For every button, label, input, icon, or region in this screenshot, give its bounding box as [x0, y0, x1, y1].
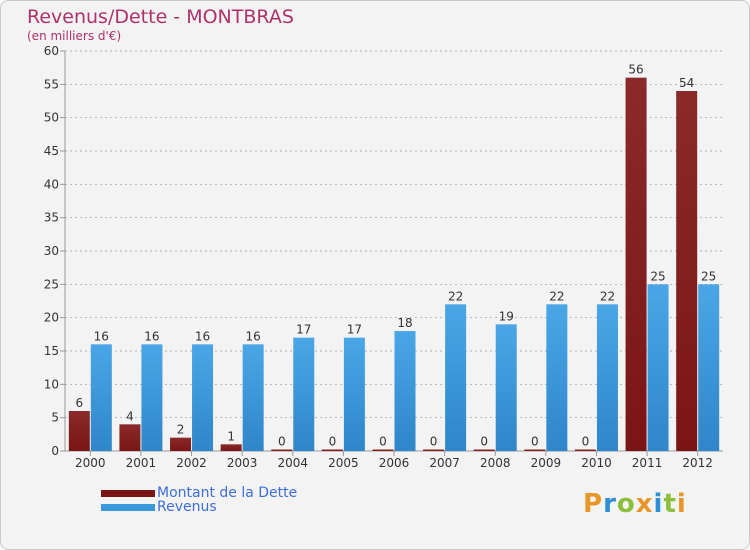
y-tick-label: 30 — [44, 244, 59, 258]
bar-revenus — [546, 304, 568, 451]
x-tick-label: 2007 — [429, 456, 460, 470]
logo-letter: i — [676, 489, 687, 519]
x-tick-label: 2000 — [75, 456, 106, 470]
logo-letter: i — [653, 489, 664, 519]
bar-dette-label: 2 — [177, 423, 185, 437]
legend-swatch-dette — [101, 489, 155, 497]
bar-revenus-label: 19 — [499, 309, 514, 323]
bar-dette — [473, 449, 495, 451]
bar-dette — [676, 91, 698, 451]
bar-dette-label: 6 — [75, 396, 83, 410]
y-tick-label: 10 — [44, 377, 59, 391]
bar-dette — [625, 77, 647, 452]
x-tick-label: 2006 — [379, 456, 410, 470]
bar-revenus-label: 16 — [94, 329, 109, 343]
y-tick-label: 20 — [44, 311, 59, 325]
legend-label-dette: Montant de la Dette — [157, 485, 298, 501]
x-tick-label: 2004 — [277, 456, 308, 470]
bar-revenus-label: 22 — [549, 289, 564, 303]
bar-revenus-label: 25 — [701, 269, 716, 283]
x-tick-label: 2003 — [227, 456, 258, 470]
bar-dette-label: 0 — [582, 435, 590, 449]
bar-dette — [524, 449, 546, 451]
bar-dette-label: 56 — [628, 63, 643, 77]
y-tick-label: 55 — [44, 77, 59, 91]
y-tick-label: 25 — [44, 277, 59, 291]
bar-revenus — [343, 337, 365, 451]
bar-revenus — [242, 344, 264, 451]
legend-swatch-revenus — [101, 503, 155, 511]
y-tick-label: 15 — [44, 344, 59, 358]
bar-dette — [372, 449, 394, 451]
legend: Montant de la Dette Revenus — [101, 485, 298, 515]
logo-letter: x — [635, 489, 654, 519]
bar-revenus — [90, 344, 112, 451]
bar-dette-label: 4 — [126, 409, 134, 423]
bar-dette — [321, 449, 343, 451]
bar-revenus — [495, 324, 517, 451]
bar-dette-label: 0 — [278, 435, 286, 449]
bar-revenus-label: 17 — [347, 323, 362, 337]
bar-revenus — [293, 337, 315, 451]
chart-subtitle: (en milliers d'€) — [27, 29, 122, 43]
bar-dette — [68, 411, 90, 451]
bar-revenus — [192, 344, 214, 451]
bar-dette — [220, 444, 242, 451]
bar-dette-label: 0 — [329, 435, 337, 449]
bar-revenus-label: 25 — [650, 269, 665, 283]
logo-letter: o — [616, 489, 636, 519]
y-tick-label: 60 — [44, 44, 59, 58]
bar-revenus-label: 16 — [246, 329, 261, 343]
bar-dette — [423, 449, 445, 451]
x-tick-label: 2002 — [176, 456, 207, 470]
bar-revenus-label: 22 — [448, 289, 463, 303]
bar-revenus-label: 16 — [144, 329, 159, 343]
bar-revenus — [647, 284, 669, 451]
bar-dette-label: 0 — [480, 435, 488, 449]
bar-dette — [119, 424, 141, 451]
legend-item-dette: Montant de la Dette — [101, 485, 298, 501]
x-tick-label: 2012 — [682, 456, 713, 470]
x-tick-label: 2010 — [581, 456, 612, 470]
bar-revenus — [141, 344, 163, 451]
logo-letter: t — [663, 489, 677, 519]
bar-revenus-label: 22 — [600, 289, 615, 303]
bar-revenus — [596, 304, 618, 451]
bar-revenus-label: 17 — [296, 323, 311, 337]
bar-dette-label: 0 — [379, 435, 387, 449]
bar-dette — [170, 437, 192, 451]
bar-dette — [574, 449, 596, 451]
bar-revenus — [445, 304, 467, 451]
proxiti-logo: Proxiti — [583, 489, 687, 519]
x-tick-label: 2008 — [480, 456, 511, 470]
x-tick-label: 2009 — [531, 456, 562, 470]
bar-revenus — [698, 284, 720, 451]
logo-letter: r — [603, 489, 617, 519]
bar-revenus-label: 16 — [195, 329, 210, 343]
legend-item-revenus: Revenus — [101, 499, 297, 515]
y-tick-label: 35 — [44, 211, 59, 225]
x-tick-label: 2005 — [328, 456, 359, 470]
bar-revenus-label: 18 — [397, 316, 412, 330]
x-tick-label: 2011 — [632, 456, 663, 470]
y-tick-label: 45 — [44, 144, 59, 158]
bar-revenus — [394, 331, 416, 451]
x-tick-label: 2001 — [126, 456, 157, 470]
legend-label-revenus: Revenus — [157, 499, 217, 515]
bar-dette-label: 0 — [430, 435, 438, 449]
bar-dette-label: 1 — [227, 429, 235, 443]
chart-title: Revenus/Dette - MONTBRAS — [27, 6, 294, 28]
bar-dette — [271, 449, 293, 451]
y-tick-label: 40 — [44, 177, 59, 191]
logo-letter: P — [583, 489, 604, 519]
bar-dette-label: 0 — [531, 435, 539, 449]
y-tick-label: 50 — [44, 111, 59, 125]
y-tick-label: 5 — [51, 411, 59, 425]
bar-dette-label: 54 — [679, 76, 694, 90]
y-tick-label: 0 — [51, 444, 59, 458]
